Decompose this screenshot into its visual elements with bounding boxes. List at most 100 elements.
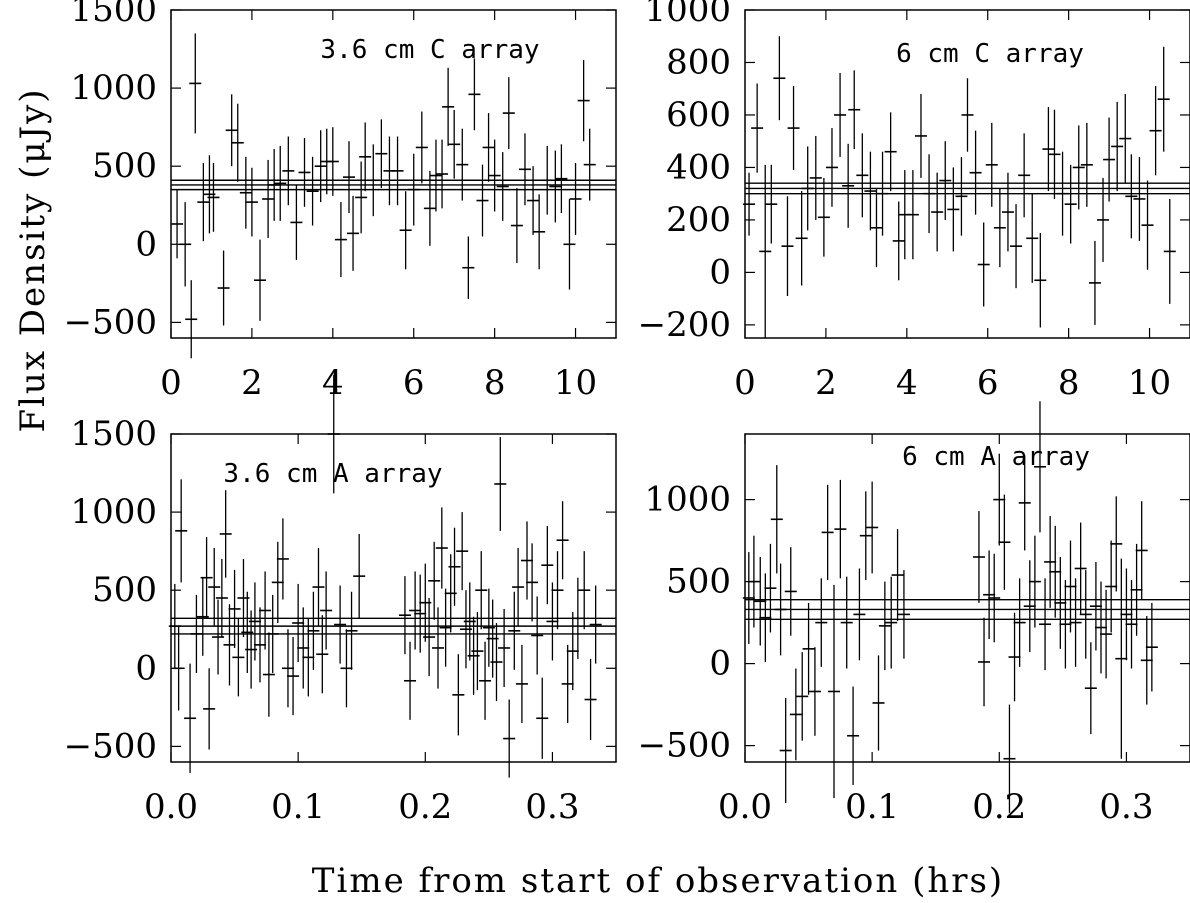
data-point (571, 577, 584, 659)
data-point (367, 144, 380, 217)
x-tick-label: 0.0 (718, 787, 772, 827)
data-point (512, 548, 525, 627)
x-tick-label: 0 (160, 363, 182, 403)
data-point (955, 156, 968, 236)
data-point (897, 570, 910, 659)
data-point (448, 109, 461, 179)
data-point (1039, 578, 1052, 671)
data-point (1088, 240, 1101, 325)
data-point (439, 588, 452, 667)
y-tick-label: −500 (64, 726, 157, 766)
y-tick-label: 800 (666, 42, 731, 82)
data-point (1105, 540, 1118, 633)
data-point (503, 699, 516, 778)
data-point (1140, 616, 1153, 705)
data-point (961, 78, 974, 152)
data-point (428, 541, 441, 620)
y-tick-label: 1500 (70, 414, 157, 454)
data-point (1115, 558, 1128, 759)
data-point (754, 557, 767, 646)
data-point (1130, 543, 1143, 636)
data-point (743, 172, 756, 236)
data-point (490, 622, 503, 702)
y-tick-label: 1000 (644, 0, 731, 30)
data-point (435, 507, 448, 589)
data-point (993, 188, 1006, 268)
data-point (569, 163, 582, 235)
data-point (228, 569, 241, 648)
data-point (834, 72, 847, 157)
data-point (1084, 642, 1097, 735)
data-point (297, 607, 310, 689)
data-point (1157, 46, 1170, 152)
data-point (1125, 154, 1138, 239)
data-point (993, 453, 1006, 546)
data-point (515, 644, 528, 723)
data-point (436, 139, 449, 209)
panel-title: 3.6 cm A array (223, 459, 442, 489)
data-point (432, 607, 444, 689)
data-point (742, 552, 755, 644)
data-point (521, 521, 533, 600)
data-point (1048, 109, 1061, 199)
data-point (312, 548, 325, 627)
data-point (498, 608, 511, 688)
x-tick-label: 6 (977, 363, 999, 403)
x-tick-label: 0.2 (972, 787, 1026, 827)
data-point (1163, 198, 1176, 304)
data-point (1013, 578, 1026, 667)
data-point (203, 668, 216, 750)
data-point (1001, 172, 1014, 252)
data-point (223, 604, 236, 686)
data-point (475, 551, 488, 630)
data-point (878, 581, 891, 671)
data-point (795, 191, 808, 286)
data-point (340, 629, 353, 708)
data-point (423, 598, 436, 677)
data-point (452, 654, 465, 736)
data-point (872, 655, 885, 751)
data-point (764, 543, 777, 633)
data-point (556, 501, 569, 580)
x-tick-label: 0.1 (271, 787, 325, 827)
data-point (1054, 557, 1067, 649)
data-point (276, 518, 289, 600)
data-point (825, 128, 838, 207)
data-point (551, 551, 564, 630)
data-point (840, 576, 853, 669)
data-point (496, 152, 509, 221)
data-point (566, 612, 579, 691)
data-point (978, 617, 991, 707)
data-point (510, 188, 523, 264)
data-point (584, 658, 597, 741)
data-point (555, 144, 568, 214)
data-point (1125, 579, 1138, 669)
data-point (864, 151, 877, 231)
data-point (787, 86, 800, 171)
data-point (583, 128, 596, 201)
data-point (821, 484, 834, 580)
data-point (972, 511, 985, 603)
data-point (866, 481, 879, 574)
data-point (334, 202, 347, 278)
data-point (281, 629, 294, 708)
data-point (834, 479, 847, 579)
data-point (448, 527, 461, 606)
data-point (998, 494, 1011, 590)
data-point (939, 141, 952, 220)
data-point (197, 163, 210, 242)
y-tick-label: 0 (135, 224, 157, 264)
y-tick-label: 0 (135, 648, 157, 688)
y-axis-title: Flux Density (μJy) (13, 87, 53, 432)
data-point (848, 70, 861, 150)
data-point (1080, 122, 1093, 207)
panel-4: −500 0 500 1000 0.0 0.1 0.2 0.3 6 cm A array (638, 401, 1190, 827)
data-point (391, 136, 404, 206)
data-point (326, 127, 339, 196)
data-point (207, 163, 220, 232)
x-tick-label: 0 (734, 363, 756, 403)
data-point (179, 202, 192, 287)
data-point (407, 153, 420, 226)
data-point (1135, 501, 1148, 600)
data-point (268, 149, 281, 221)
